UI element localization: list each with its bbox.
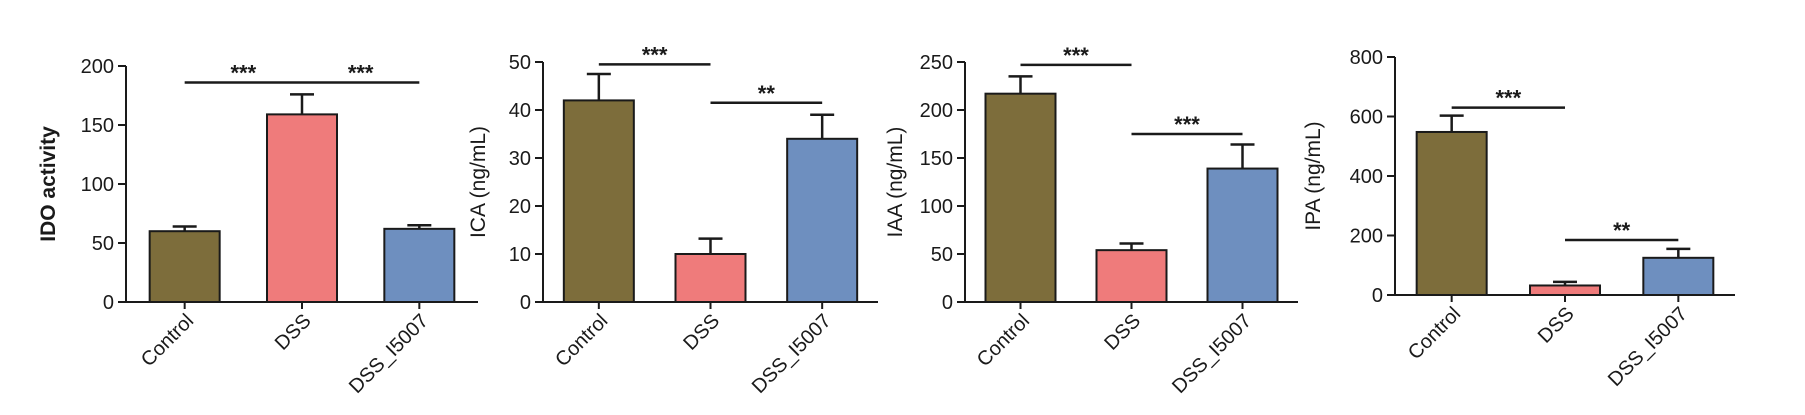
x-tick-label: Control [1404,303,1465,364]
x-tick-label: DSS_I5007 [1168,310,1256,398]
x-tick-label: Control [551,310,612,371]
significance-label: *** [1063,43,1089,68]
y-tick-label: 200 [81,56,114,78]
y-tick-label: 150 [920,148,953,170]
bar-dss-i5007 [1206,167,1279,303]
significance-label: *** [1174,112,1200,137]
significance-label: *** [348,61,374,86]
y-tick-label: 0 [1372,285,1383,307]
y-tick-label: 0 [520,292,531,314]
bar-dss-i5007 [383,227,456,303]
y-tick-label: 100 [920,196,953,218]
y-tick-label: 10 [509,244,531,266]
bar-dss-i5007 [786,137,859,303]
bar-dss [674,253,747,303]
y-tick-label: 40 [509,100,531,122]
y-tick-label: 150 [81,115,114,137]
y-tick-label: 50 [931,244,953,266]
y-tick-label: 0 [103,292,114,314]
y-tick-label: 50 [92,233,114,255]
x-tick-label: DSS [271,310,316,355]
chart-panel-4: 0 200 400 600 800 IPA (ng/mL) Control DSS DSS_I5… [1302,47,1735,391]
x-tick-label: DSS [1100,310,1145,355]
significance-label: *** [230,61,256,86]
y-axis-label: IAA (ng/mL) [884,127,907,238]
bar-dss [1095,249,1168,304]
significance-label: *** [1495,86,1521,111]
y-tick-label: 600 [1350,107,1383,129]
y-tick-label: 100 [81,174,114,196]
chart-panel-2: 0 10 20 30 40 50 ICA (ng/mL) Control DSS DSS_I500… [467,42,878,398]
bar-control [562,99,635,304]
x-tick-label: Control [137,310,198,371]
y-axis-label: IDO activity [37,126,60,242]
chart-panel-3: 0 50 100 150 200 250 IAA (ng/mL) Control DSS DSS_… [884,43,1298,398]
x-tick-label: DSS_I5007 [1604,303,1692,391]
x-tick-label: DSS_I5007 [748,310,836,398]
bar-control [148,230,221,303]
bar-dss-i5007 [1642,256,1715,296]
y-axis-label: IPA (ng/mL) [1302,121,1325,230]
bar-control [984,92,1057,304]
y-axis-label: ICA (ng/mL) [467,126,490,238]
bar-dss [266,113,338,303]
y-tick-label: 50 [509,52,531,74]
x-tick-label: Control [973,310,1034,371]
x-tick-label: DSS [1534,303,1579,348]
y-tick-label: 250 [920,52,953,74]
y-tick-label: 30 [509,148,531,170]
bar-control [1415,130,1488,296]
significance-label: ** [1613,218,1631,243]
y-tick-label: 800 [1350,47,1383,69]
bar-dss [1529,284,1601,297]
y-tick-label: 200 [920,100,953,122]
x-tick-label: DSS [679,310,724,355]
y-tick-label: 20 [509,196,531,218]
y-tick-label: 400 [1350,166,1383,188]
y-tick-label: 0 [942,292,953,314]
chart-panel-1: 0 50 100 150 200 IDO activity Control DSS DSS_I5… [37,56,478,398]
y-tick-label: 200 [1350,226,1383,248]
significance-label: ** [758,81,776,106]
significance-label: *** [642,42,668,67]
x-tick-label: DSS_I5007 [345,310,433,398]
